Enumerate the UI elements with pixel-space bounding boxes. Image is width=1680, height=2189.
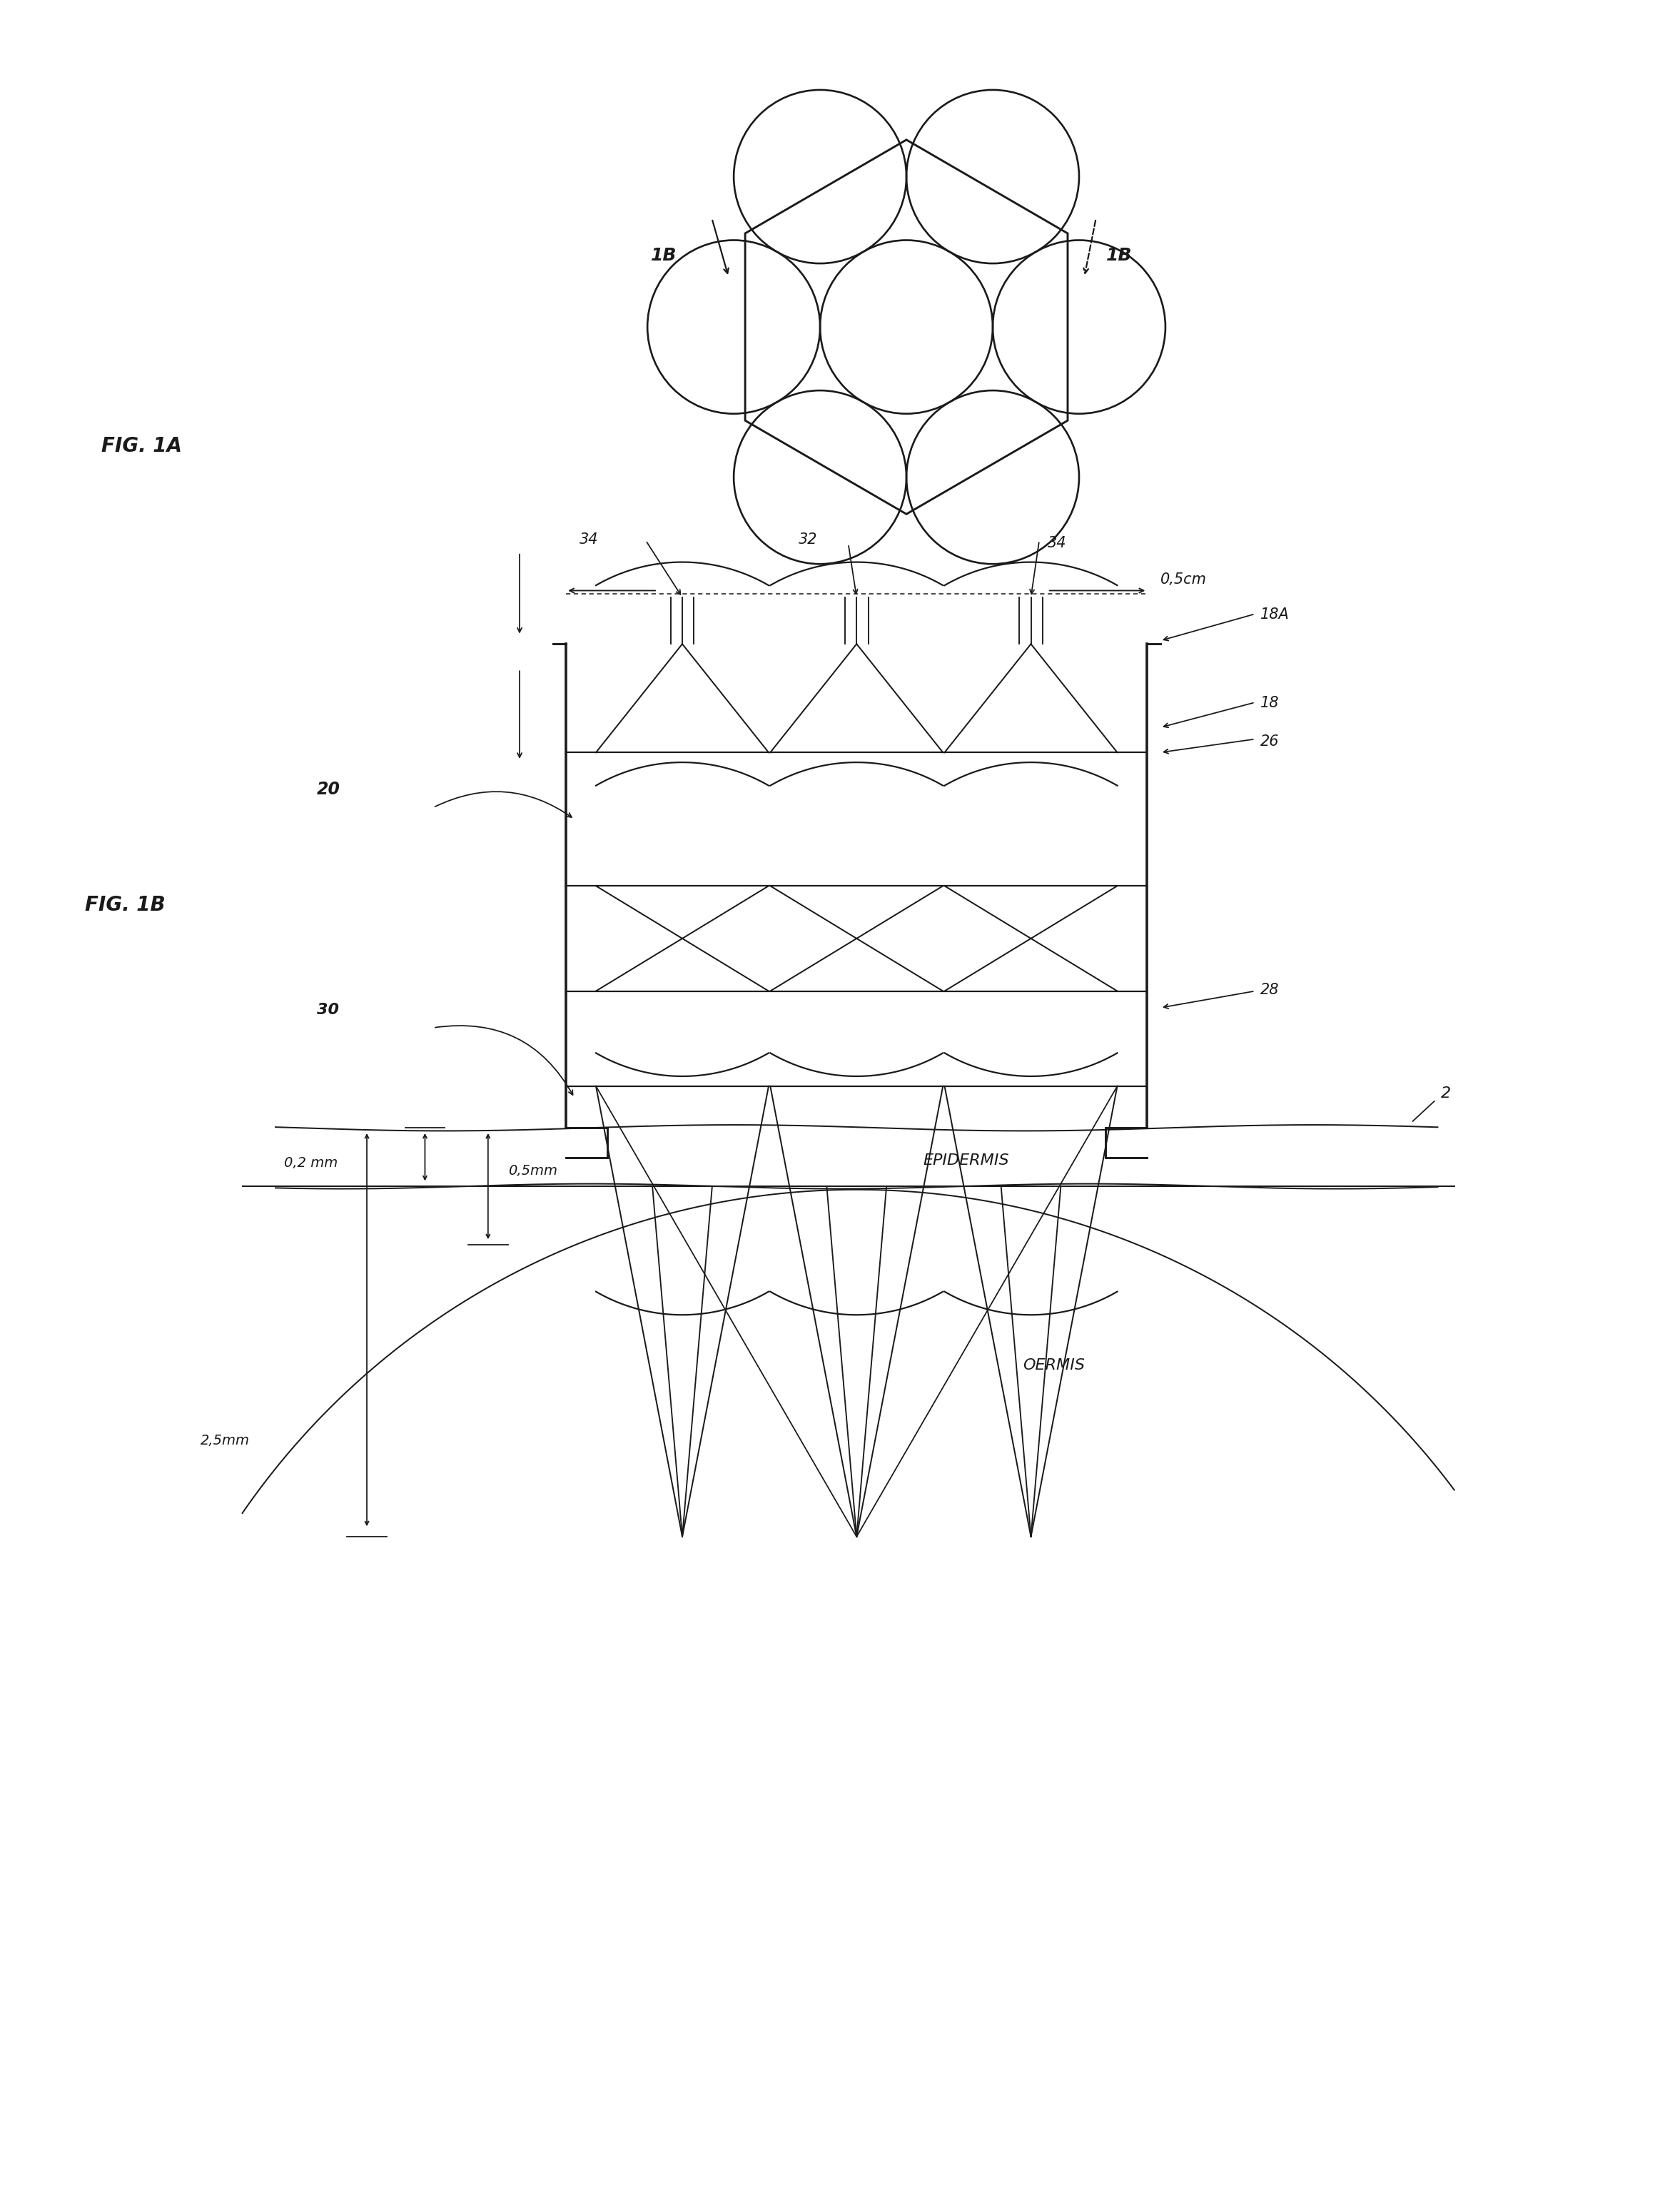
Text: 0,5cm: 0,5cm: [1161, 574, 1206, 587]
Text: 2: 2: [1441, 1086, 1452, 1101]
Text: 20: 20: [318, 781, 341, 797]
Text: FIG. 1B: FIG. 1B: [84, 895, 165, 915]
Text: 30: 30: [318, 1003, 339, 1018]
Text: 26: 26: [1260, 733, 1278, 749]
Text: EPIDERMIS: EPIDERMIS: [922, 1154, 1010, 1167]
Text: FIG. 1A: FIG. 1A: [101, 436, 181, 455]
Text: 1B: 1B: [650, 247, 677, 263]
Text: 2,5mm: 2,5mm: [202, 1434, 250, 1447]
Text: 0,2 mm: 0,2 mm: [284, 1156, 338, 1169]
Text: 1B: 1B: [1105, 247, 1132, 263]
Text: 28: 28: [1260, 983, 1278, 998]
Text: 0,5mm: 0,5mm: [507, 1165, 558, 1178]
Text: 34: 34: [1048, 536, 1067, 549]
Text: 18: 18: [1260, 696, 1278, 709]
Text: 18A: 18A: [1260, 609, 1289, 622]
Text: OERMIS: OERMIS: [1023, 1359, 1085, 1373]
Text: 34: 34: [580, 532, 598, 547]
Text: 32: 32: [798, 532, 818, 547]
